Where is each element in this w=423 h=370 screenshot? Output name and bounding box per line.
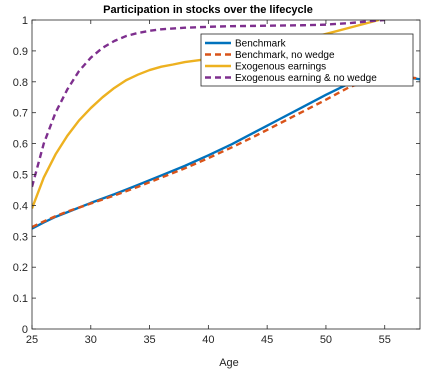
y-tick-label: 0.2 — [13, 262, 28, 274]
legend-box — [200, 33, 414, 87]
x-tick-label: 55 — [379, 334, 391, 346]
x-tick-label: 40 — [202, 334, 214, 346]
x-tick-label: 25 — [26, 334, 38, 346]
legend-label: Benchmark — [235, 39, 287, 50]
chart-title: Participation in stocks over the lifecyc… — [103, 4, 313, 16]
y-tick-label: 0 — [22, 324, 28, 336]
x-tick-label: 45 — [261, 334, 273, 346]
legend-label: Benchmark, no wedge — [235, 50, 335, 61]
legend-label: Exogenous earnings — [235, 62, 326, 73]
y-tick-label: 0.7 — [13, 108, 28, 120]
x-tick-label: 50 — [320, 334, 332, 346]
y-tick-label: 0.3 — [13, 231, 28, 243]
series-line-4 — [32, 20, 385, 188]
y-tick-label: 0.9 — [13, 46, 28, 58]
x-tick-label: 35 — [143, 334, 155, 346]
y-tick-label: 0.8 — [13, 77, 28, 89]
y-tick-label: 0.6 — [13, 139, 28, 151]
legend-label: Exogenous earning & no wedge — [235, 73, 377, 84]
y-tick-label: 1 — [22, 15, 28, 27]
x-tick-label: 30 — [85, 334, 97, 346]
y-tick-label: 0.1 — [13, 293, 28, 305]
y-tick-label: 0.5 — [13, 170, 28, 182]
x-axis-label: Age — [219, 357, 239, 369]
y-tick-label: 0.4 — [13, 200, 28, 212]
